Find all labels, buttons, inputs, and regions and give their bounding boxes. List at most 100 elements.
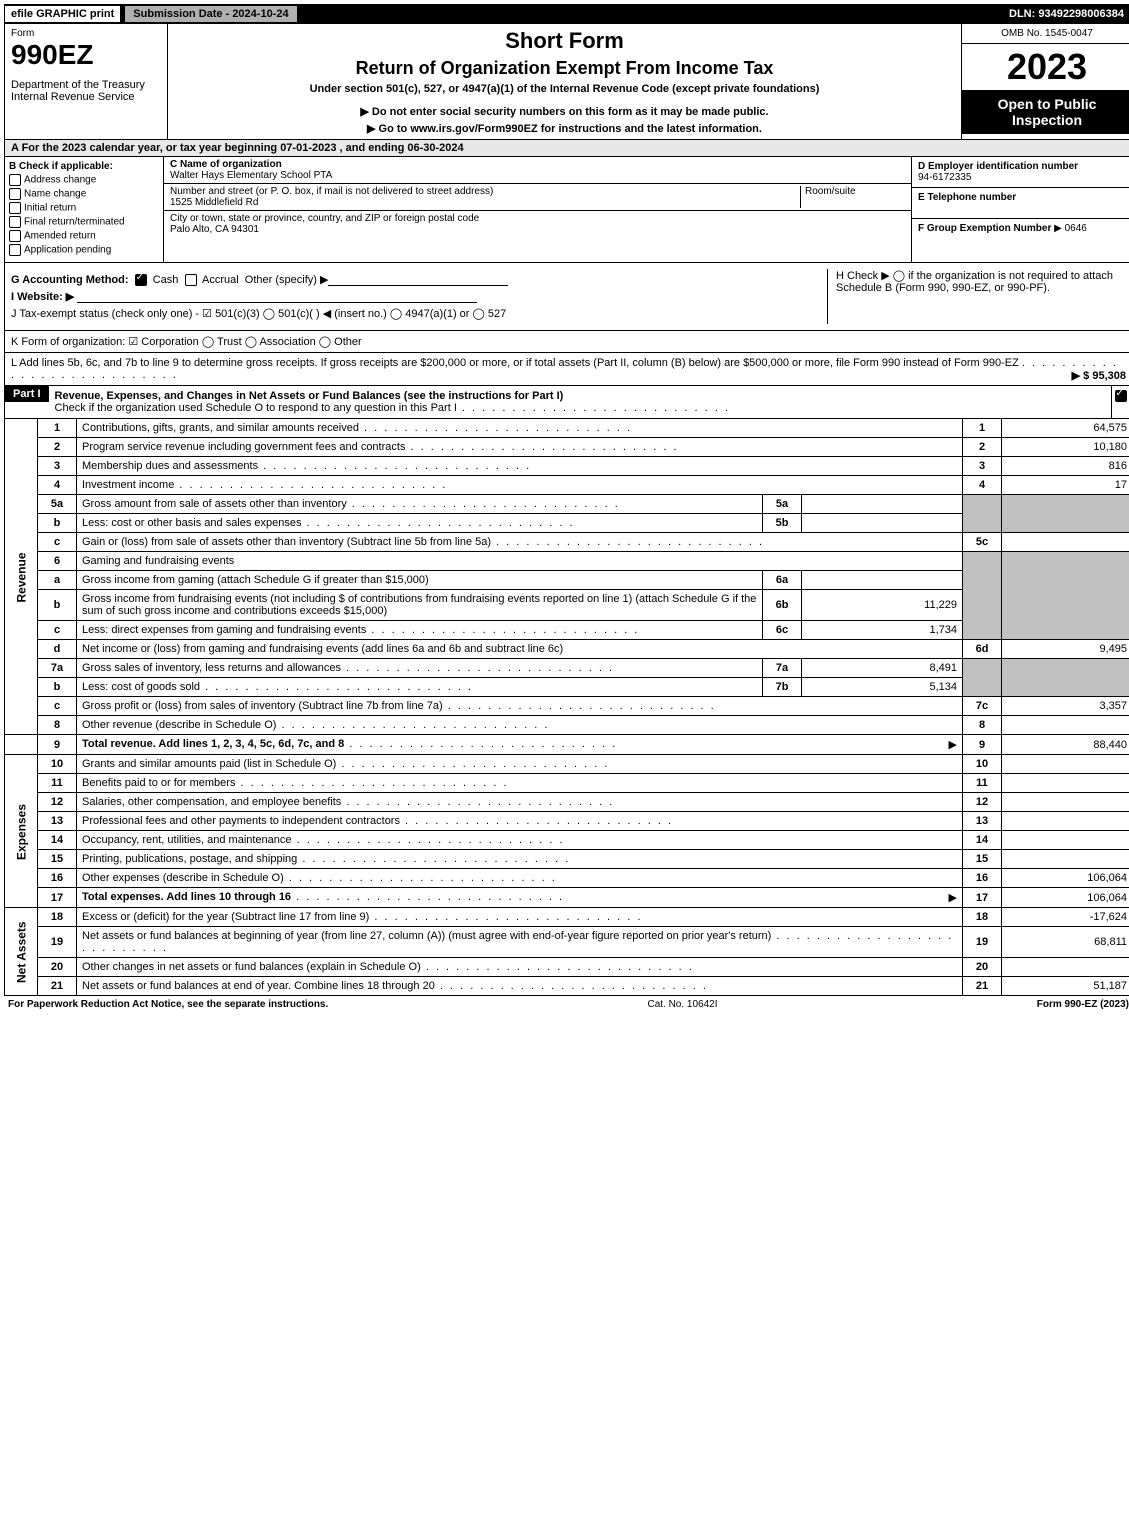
line-desc: Membership dues and assessments [82, 460, 258, 472]
c-street-label: Number and street (or P. O. box, if mail… [170, 186, 493, 197]
line-val [1002, 958, 1129, 977]
line-num: 18 [38, 908, 77, 927]
c-name-label: C Name of organization [170, 159, 282, 170]
arrow-icon: ▶ [949, 738, 957, 751]
line-num: 5a [38, 495, 77, 514]
cb-part1-schedO[interactable] [1115, 390, 1127, 402]
line-val: 88,440 [1002, 735, 1129, 755]
line-ref: 15 [963, 850, 1002, 869]
header-center: Short Form Return of Organization Exempt… [168, 24, 961, 139]
line-desc: Less: cost of goods sold [82, 681, 200, 693]
line-desc: Gross profit or (loss) from sales of inv… [82, 700, 443, 712]
sub-ref: 5a [763, 495, 802, 514]
line-desc: Benefits paid to or for members [82, 777, 235, 789]
line-num: d [38, 640, 77, 659]
line-val: 106,064 [1002, 869, 1129, 888]
e-tel-label: E Telephone number [918, 192, 1126, 203]
line-val [1002, 831, 1129, 850]
line-ref: 4 [963, 476, 1002, 495]
g-label: G Accounting Method: [11, 274, 129, 286]
cb-amended-return[interactable] [9, 230, 21, 242]
line-num: b [38, 590, 77, 621]
line-val [1002, 533, 1129, 552]
line-num: 10 [38, 755, 77, 774]
line-desc: Occupancy, rent, utilities, and maintena… [82, 834, 292, 846]
form-label: Form [11, 28, 161, 39]
line-desc: Total revenue. Add lines 1, 2, 3, 4, 5c,… [82, 738, 344, 750]
line-num: a [38, 571, 77, 590]
dln: DLN: 93492298006384 [1001, 6, 1129, 22]
line-desc: Salaries, other compensation, and employ… [82, 796, 341, 808]
line-num: 7a [38, 659, 77, 678]
top-bar: efile GRAPHIC print Submission Date - 20… [4, 4, 1129, 24]
g-accrual: Accrual [202, 274, 239, 286]
lines-table: Revenue 1 Contributions, gifts, grants, … [4, 419, 1129, 996]
b-label: B Check if applicable: [9, 161, 159, 172]
sub-ref: 6a [763, 571, 802, 590]
sub-val: 1,734 [802, 621, 963, 640]
line-ref: 16 [963, 869, 1002, 888]
line-val: 3,357 [1002, 697, 1129, 716]
line-num: 19 [38, 927, 77, 958]
line-desc: Contributions, gifts, grants, and simila… [82, 422, 359, 434]
other-blank [328, 273, 508, 286]
form-header: Form 990EZ Department of the Treasury In… [4, 24, 1129, 140]
sub-ref: 5b [763, 514, 802, 533]
tax-year: 2023 [962, 44, 1129, 90]
cb-final-return[interactable] [9, 216, 21, 228]
goto: ▶ Go to www.irs.gov/Form990EZ for instru… [172, 122, 957, 135]
netassets-label: Net Assets [5, 908, 38, 996]
line-ref: 18 [963, 908, 1002, 927]
cb-cash[interactable] [135, 274, 147, 286]
submission-date: Submission Date - 2024-10-24 [124, 5, 297, 23]
f-group-label: F Group Exemption Number [918, 223, 1051, 234]
line-val: 816 [1002, 457, 1129, 476]
header-left: Form 990EZ Department of the Treasury In… [5, 24, 168, 139]
cb-initial-return[interactable] [9, 202, 21, 214]
org-street: 1525 Middlefield Rd [170, 197, 258, 208]
line-desc: Professional fees and other payments to … [82, 815, 400, 827]
line-val [1002, 774, 1129, 793]
section-k: K Form of organization: ☑ Corporation ◯ … [4, 331, 1129, 353]
cb-accrual[interactable] [185, 274, 197, 286]
line-desc: Net assets or fund balances at beginning… [82, 930, 771, 942]
line-ref: 11 [963, 774, 1002, 793]
line-ref: 5c [963, 533, 1002, 552]
expenses-label: Expenses [5, 755, 38, 908]
line-num: 21 [38, 977, 77, 996]
cb-address-change[interactable] [9, 174, 21, 186]
line-ref: 17 [963, 888, 1002, 908]
b-item: Amended return [24, 231, 96, 242]
line-val: 9,495 [1002, 640, 1129, 659]
cb-application-pending[interactable] [9, 244, 21, 256]
line-val: 106,064 [1002, 888, 1129, 908]
line-num: 11 [38, 774, 77, 793]
line-desc: Other changes in net assets or fund bala… [82, 961, 421, 973]
header-right: OMB No. 1545-0047 2023 Open to Public In… [961, 24, 1129, 139]
line-val: 64,575 [1002, 419, 1129, 438]
line-desc: Grants and similar amounts paid (list in… [82, 758, 336, 770]
dots [457, 402, 730, 414]
line-desc: Gaming and fundraising events [77, 552, 963, 571]
line-desc: Program service revenue including govern… [82, 441, 405, 453]
part1-label: Part I [5, 386, 49, 402]
line-ref: 1 [963, 419, 1002, 438]
b-item: Name change [24, 189, 86, 200]
dept: Department of the Treasury [11, 79, 161, 91]
cb-name-change[interactable] [9, 188, 21, 200]
footer-left: For Paperwork Reduction Act Notice, see … [8, 999, 328, 1010]
line-desc: Investment income [82, 479, 174, 491]
sub-ref: 7b [763, 678, 802, 697]
efile-label: efile GRAPHIC print [5, 6, 120, 22]
line-desc: Total expenses. Add lines 10 through 16 [82, 891, 291, 903]
line-desc: Gross amount from sale of assets other t… [82, 498, 347, 510]
b-item: Address change [24, 175, 96, 186]
line-desc: Gross income from fundraising events (no… [77, 590, 763, 621]
part1-check: Check if the organization used Schedule … [55, 402, 457, 414]
section-l: L Add lines 5b, 6c, and 7b to line 9 to … [4, 353, 1129, 386]
line-num: 4 [38, 476, 77, 495]
line-val: 17 [1002, 476, 1129, 495]
line-ref: 21 [963, 977, 1002, 996]
line-val: 51,187 [1002, 977, 1129, 996]
g-other: Other (specify) ▶ [245, 274, 329, 286]
